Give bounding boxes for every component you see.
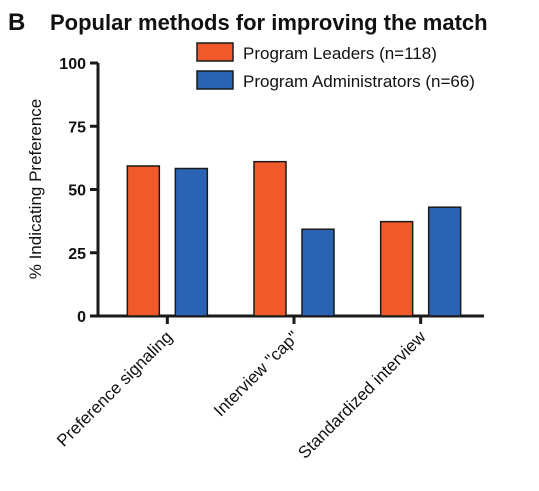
- bar-program-administrators-standardized-interview: [427, 206, 462, 317]
- legend-label-program-administrators: Program Administrators (n=66): [243, 72, 475, 91]
- y-tick-label-0: 0: [77, 309, 86, 326]
- legend-label-program-leaders: Program Leaders (n=118): [243, 44, 437, 63]
- plot-area: 0 25 50 75 100 Preference signaling Interview …: [53, 56, 484, 462]
- y-tick-label-100: 100: [59, 56, 86, 73]
- legend-swatch-program-administrators: [196, 70, 234, 90]
- bar-program-leaders-interview-cap: [253, 160, 287, 317]
- chart-title: Popular methods for improving the match: [50, 10, 488, 35]
- bar-program-administrators-preference-signaling: [174, 167, 209, 317]
- legend-swatch-program-leaders: [196, 42, 234, 62]
- bar-program-leaders-preference-signaling: [126, 165, 161, 317]
- y-axis-label: % Indicating Preference: [26, 99, 45, 280]
- legend: Program Leaders (n=118) Program Administ…: [196, 42, 475, 91]
- panel-letter: B: [8, 9, 25, 36]
- bar-program-administrators-interview-cap: [301, 228, 335, 317]
- x-tick-label-standardized-interview: Standardized interview: [294, 327, 430, 463]
- y-tick-label-25: 25: [68, 246, 86, 263]
- x-tick-label-interview-cap: Interview "cap": [210, 327, 303, 420]
- y-tick-label-75: 75: [68, 119, 86, 136]
- x-tick-label-preference-signaling: Preference signaling: [53, 327, 176, 450]
- bar-program-leaders-standardized-interview: [379, 220, 414, 317]
- y-tick-label-50: 50: [68, 183, 86, 200]
